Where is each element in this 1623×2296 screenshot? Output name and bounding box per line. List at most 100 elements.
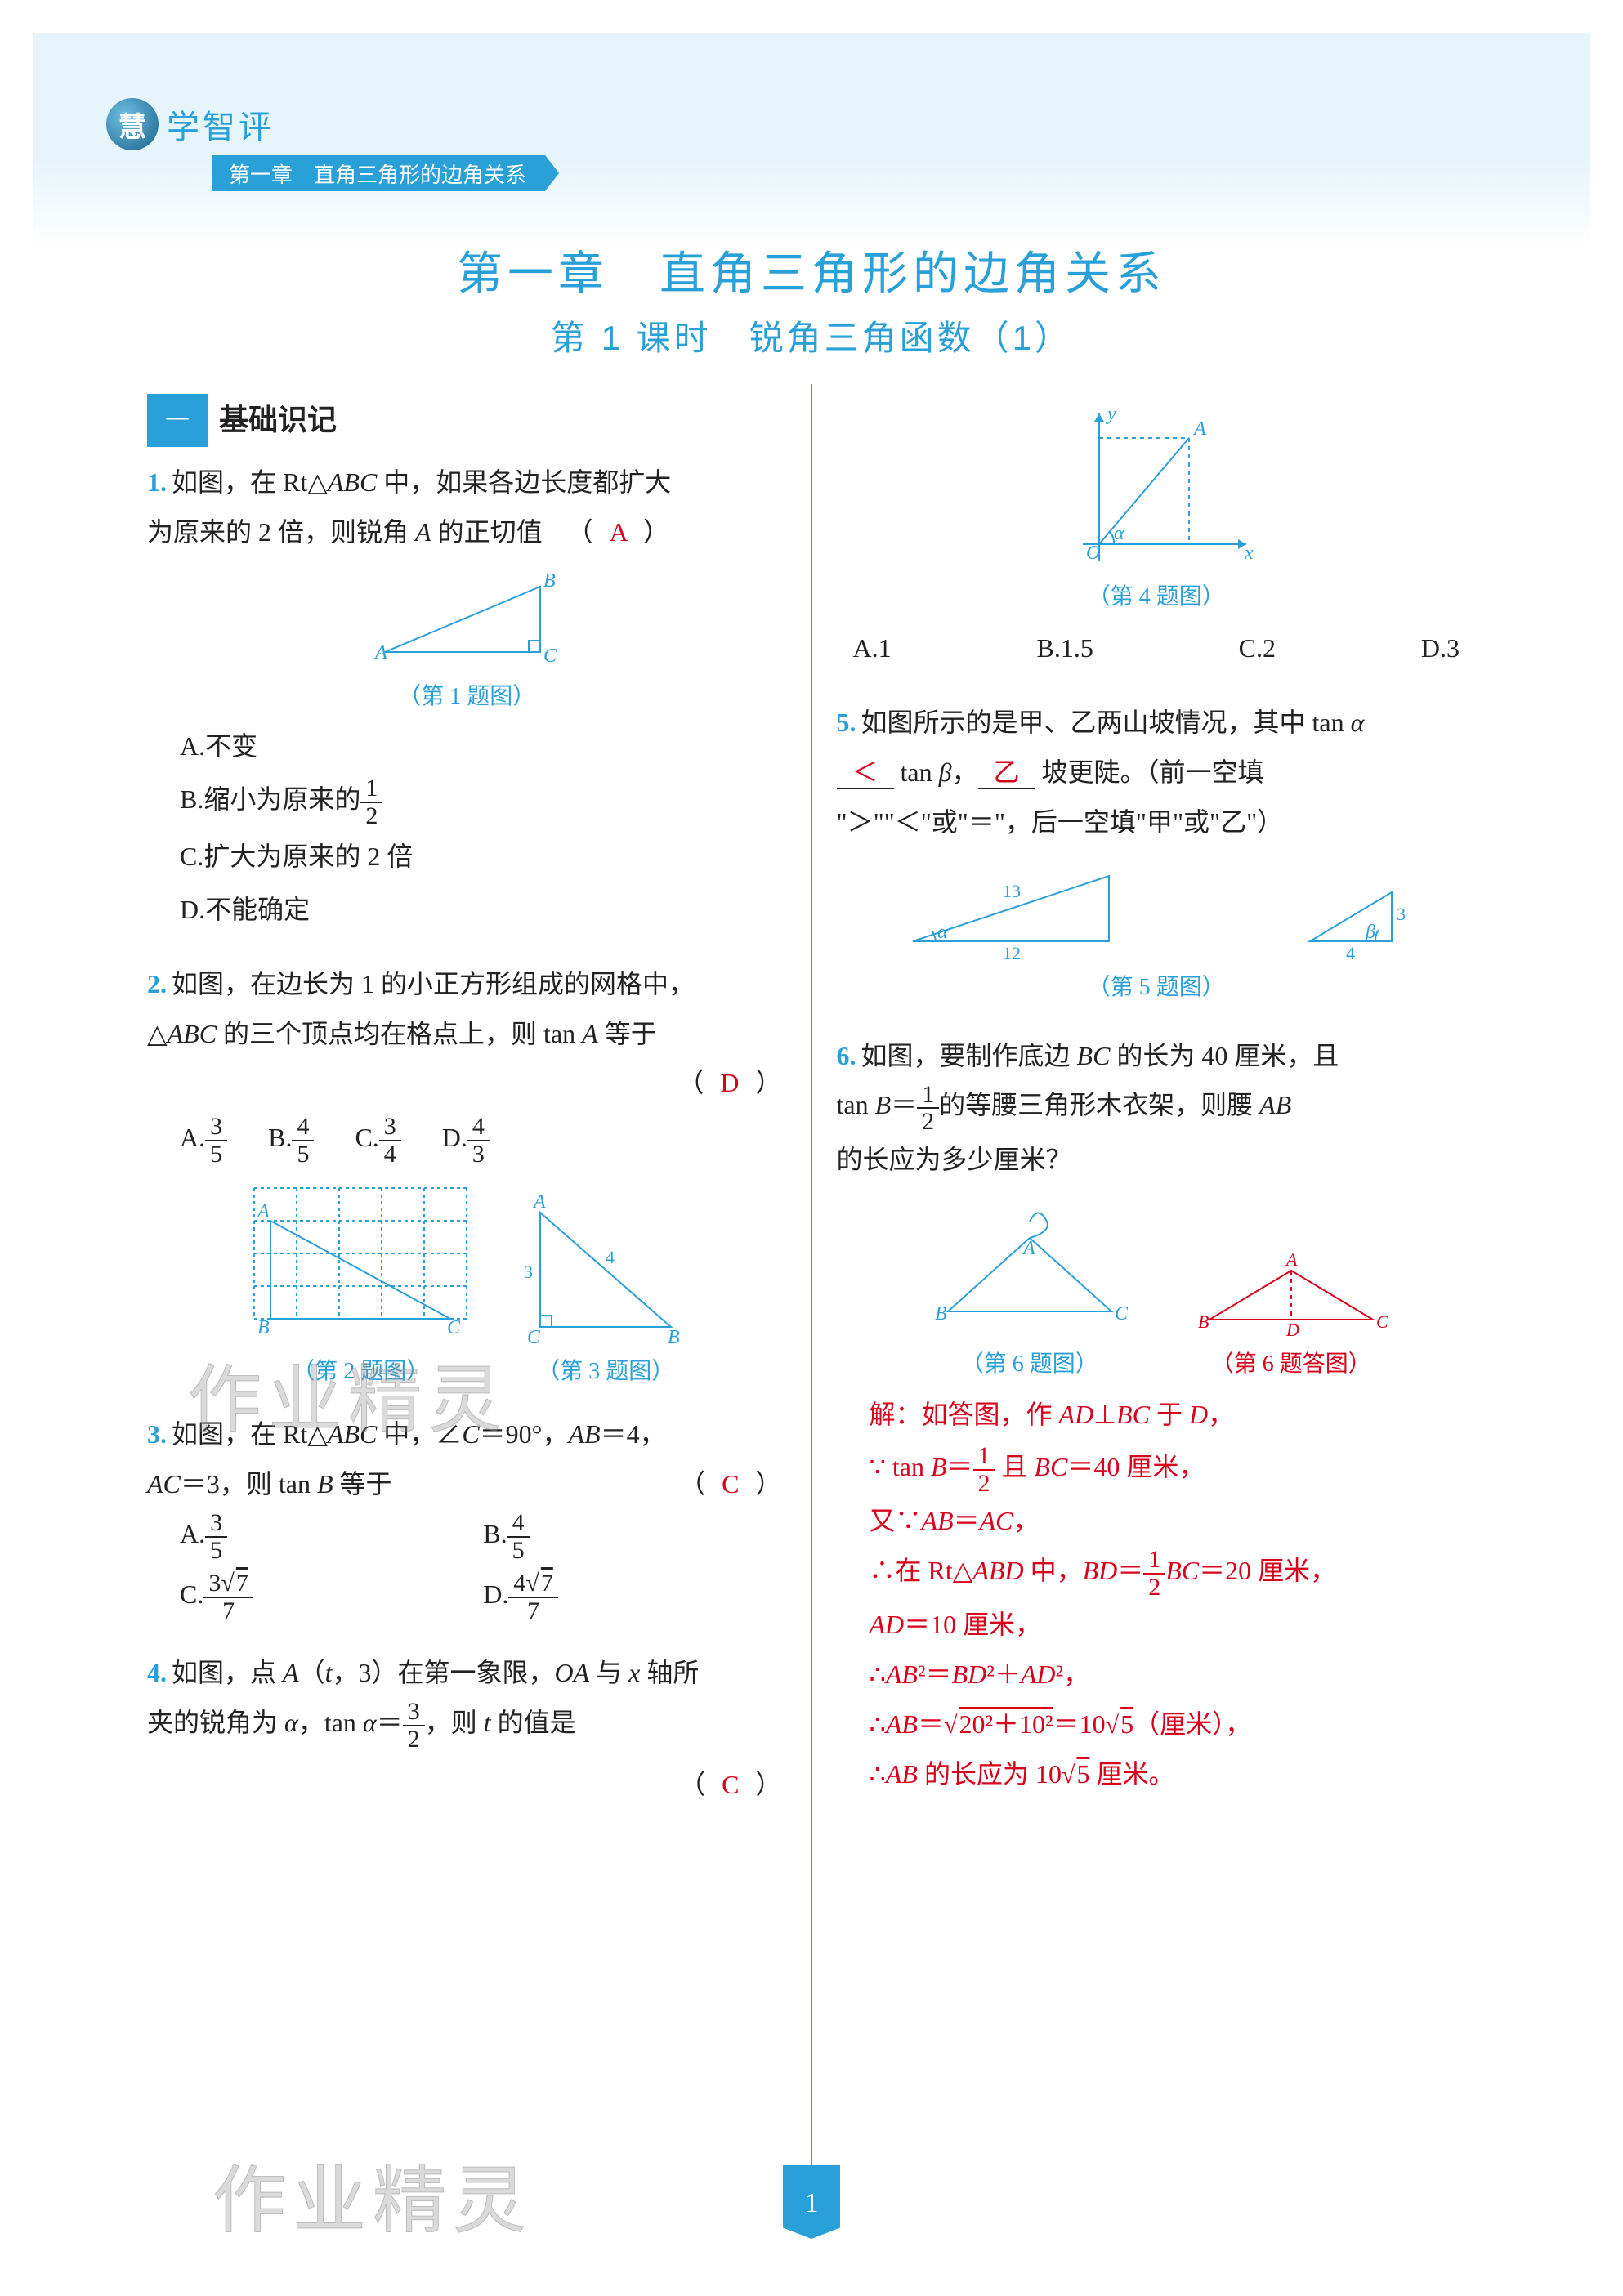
q5-mid1: tan: [894, 757, 939, 787]
svg-text:C: C: [1376, 1311, 1388, 1332]
svg-text:B: B: [543, 570, 556, 592]
q4-number: 4.: [147, 1658, 167, 1687]
q2-stem-c: 的三个顶点均在格点上，则 tan: [217, 1019, 582, 1048]
svg-text:O: O: [1086, 543, 1100, 564]
q2-answer: D: [720, 1068, 744, 1097]
q6-sol-3: 又∵AB＝AC，: [870, 1496, 1477, 1546]
q3-AC: AC: [147, 1469, 181, 1499]
q1-figure: A B C （第 1 题图）: [147, 562, 787, 718]
q1-opt-d: D.不能确定: [180, 885, 787, 935]
q3-stem-b: 中，∠: [377, 1419, 462, 1449]
question-2: 2.如图，在边长为 1 的小正方形组成的网格中， △ABC 的三个顶点均在格点上…: [147, 959, 787, 1394]
q6-AB: AB: [1259, 1090, 1291, 1119]
breadcrumb: 第一章 直角三角形的边角关系: [212, 155, 559, 191]
q4-opt-b: B.1.5: [1036, 623, 1093, 673]
q3-answer: C: [722, 1469, 744, 1499]
svg-text:y: y: [1106, 404, 1116, 425]
q5-mid3: 坡更陡。（前一空填: [1035, 757, 1264, 787]
section-tag: 一: [147, 394, 208, 447]
q1-opt-b: B.缩小为原来的12: [180, 775, 787, 829]
svg-text:C: C: [1115, 1303, 1129, 1324]
lesson-title: 第 1 课时 锐角三角函数（1）: [0, 310, 1623, 360]
q3-opt-c: C.3√77: [180, 1570, 483, 1624]
q4-stem-f: 夹的锐角为: [147, 1708, 284, 1737]
slope-yi-icon: 3 4 β 乙: [1294, 851, 1416, 966]
q6-fig-cap-r: （第 6 题答图）: [1185, 1342, 1397, 1386]
q4-stem-c: ，3）在第一象限，: [332, 1658, 554, 1687]
question-5: 5.如图所示的是甲、乙两山坡情况，其中 tan α ＜ tan β，乙 坡更陡。…: [837, 698, 1477, 1010]
right-column: A O x y α （第 4 题图） A.1 B.1.5 C.2 D.3 5.如…: [812, 384, 1501, 2165]
svg-text:甲: 甲: [1003, 964, 1021, 966]
q6-stem-f: 的长应为多少厘米？: [837, 1145, 1072, 1174]
q5-mid2: ，: [952, 757, 978, 787]
q2-opt-d: D.43: [442, 1113, 490, 1167]
q6-figures: A B C （第 6 题图） A B C D （第 6 题答图: [837, 1189, 1477, 1386]
svg-text:4: 4: [606, 1247, 615, 1267]
question-1: 1.如图，在 Rt△ABC 中，如果各边长度都扩大 为原来的 2 倍，则锐角 A…: [147, 458, 787, 934]
q2-figures: A B C （第 2 题图） A B C 3 4: [147, 1172, 787, 1393]
q3-stem-e: ＝3，则 tan: [181, 1469, 317, 1499]
q1-stem-d: 的正切值: [431, 517, 543, 547]
q6-sol-7: ∴AB＝√20²＋10²＝10√5（厘米），: [870, 1700, 1477, 1749]
q6-stem-d: ＝: [891, 1090, 917, 1119]
q1-stem-b: 中，如果各边长度都扩大: [383, 467, 671, 497]
q4-opt-a: A.1: [853, 623, 892, 673]
q5-stem-b: "＞""＜"或"＝"，后一空填"甲"或"乙"）: [837, 807, 1284, 837]
q3-stem-a: 如图，在 Rt△: [172, 1419, 328, 1449]
q6-sol-8: ∴AB 的长应为 10√5 厘米。: [870, 1749, 1477, 1799]
q4-stem-i: ，则: [425, 1708, 484, 1737]
q4-OA: OA: [554, 1658, 589, 1687]
q3-stem-d: ＝4，: [601, 1419, 666, 1449]
q3-opt-b: B.45: [483, 1509, 786, 1563]
q6-sol-5: AD＝10 厘米，: [870, 1600, 1477, 1650]
svg-text:13: 13: [1003, 881, 1021, 901]
q2-A: A: [582, 1019, 598, 1048]
q2-opt-b: B.45: [268, 1113, 314, 1167]
q1-Al: A: [415, 517, 431, 547]
svg-text:B: B: [257, 1317, 270, 1338]
svg-text:C: C: [447, 1317, 461, 1338]
svg-text:乙: 乙: [1343, 964, 1361, 966]
q5-alpha: α: [1351, 708, 1365, 737]
q6-sol-4: ∴在 Rt△ABD 中，BD＝12BC＝20 厘米，: [870, 1546, 1477, 1600]
q5-blank1: ＜: [837, 757, 894, 789]
q4-stem-h: ＝: [377, 1708, 403, 1737]
svg-text:12: 12: [1003, 943, 1021, 963]
q6-sol-1: 解：如答图，作 AD⊥BC 于 D，: [870, 1390, 1477, 1440]
q3-AB: AB: [568, 1419, 600, 1449]
q4-x: x: [628, 1658, 640, 1687]
q1-stem-c: 为原来的 2 倍，则锐角: [147, 517, 415, 547]
logo-text: 学智评: [167, 101, 275, 148]
q4-alpha: α: [284, 1708, 298, 1737]
q4-opt-d: D.3: [1421, 623, 1460, 673]
q3-stem-f: 等于: [333, 1469, 392, 1499]
q4-stem-a: 如图，点: [172, 1658, 283, 1687]
q4-A: A: [283, 1658, 299, 1687]
section-title: 基础识记: [219, 392, 337, 448]
q4-stem-b: （: [299, 1658, 325, 1687]
q1-fig-caption: （第 1 题图）: [147, 675, 787, 718]
q2-stem-d: 等于: [598, 1019, 657, 1048]
q3-opt-d: D.4√77: [483, 1570, 786, 1624]
q4-stem-g: ，tan: [298, 1708, 363, 1737]
section-heading: 一 基础识记: [147, 392, 337, 448]
svg-text:B: B: [1198, 1311, 1209, 1332]
content-columns: 一 基础识记 1.如图，在 Rt△ABC 中，如果各边长度都扩大 为原来的 2 …: [123, 384, 1500, 2165]
q4-opt-c: C.2: [1239, 623, 1276, 673]
svg-text:β: β: [1365, 922, 1375, 943]
q2-fig-cap-r: （第 3 题图）: [516, 1350, 695, 1393]
svg-text:α: α: [937, 922, 948, 943]
q5-fig-caption: （第 5 题图）: [837, 966, 1477, 1009]
q6-number: 6.: [837, 1041, 856, 1070]
q4-figure: A O x y α （第 4 题图）: [837, 397, 1477, 619]
svg-text:4: 4: [1346, 943, 1355, 963]
q4-stem-j: 的值是: [491, 1708, 576, 1737]
q6-stem-c: tan: [837, 1090, 875, 1119]
q2-options: A.35 B.45 C.34 D.43: [180, 1113, 787, 1167]
q2-opt-c: C.34: [355, 1113, 400, 1167]
q5-stem-a: 如图所示的是甲、乙两山坡情况，其中 tan: [861, 708, 1351, 737]
q4-paren: （ C ）: [147, 1760, 787, 1810]
q3-Bl: B: [317, 1469, 333, 1499]
svg-text:A: A: [256, 1201, 270, 1222]
q3-paren: （ C ）: [679, 1459, 786, 1509]
